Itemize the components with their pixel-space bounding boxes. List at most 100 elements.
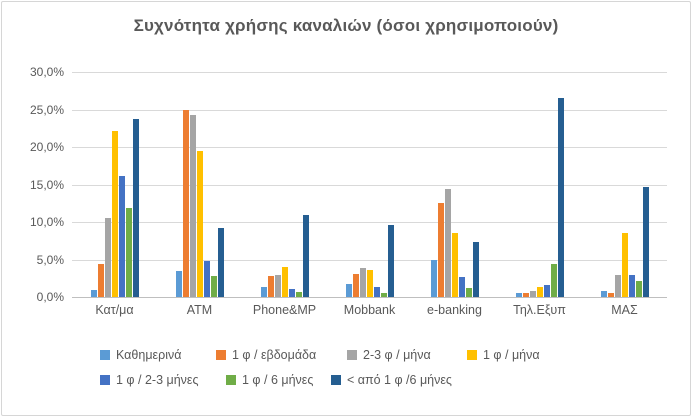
bar bbox=[260, 287, 267, 297]
legend-swatch-icon bbox=[467, 350, 477, 360]
legend-row: Καθημερινά 1 φ / εβδομάδα 2-3 φ / μήνα 1 φ … bbox=[100, 348, 660, 362]
bar bbox=[196, 150, 203, 297]
bar-group-2 bbox=[157, 72, 242, 297]
bar-group-6 bbox=[497, 72, 582, 297]
bar bbox=[125, 207, 132, 297]
y-tick-label: 30,0% bbox=[29, 65, 64, 79]
gridline bbox=[72, 72, 667, 73]
plot-area bbox=[72, 72, 667, 298]
bar bbox=[621, 233, 628, 297]
legend-swatch-icon bbox=[100, 375, 110, 385]
legend-item: Καθημερινά bbox=[100, 348, 216, 362]
x-axis-label: ATM bbox=[186, 303, 213, 317]
legend-label: 1 φ / εβδομάδα bbox=[232, 348, 317, 362]
legend-label: 1 φ / 2-3 μήνες bbox=[116, 373, 199, 387]
y-tick-label: 0,0% bbox=[36, 290, 64, 304]
bar bbox=[635, 281, 642, 297]
legend-item: 1 φ / εβδομάδα bbox=[216, 348, 347, 362]
bar bbox=[522, 293, 529, 297]
y-tick-label: 10,0% bbox=[29, 215, 64, 229]
x-axis: Κατ/μα ATM Phone&MP Mobbank e-banking Τηλ.Εξυ… bbox=[72, 303, 667, 317]
legend-item: 2-3 φ / μήνα bbox=[347, 348, 467, 362]
bar bbox=[373, 286, 380, 297]
legend-label: Καθημερινά bbox=[116, 348, 182, 362]
y-tick-label: 25,0% bbox=[29, 102, 64, 117]
bar bbox=[302, 215, 309, 297]
bar bbox=[175, 270, 182, 297]
bar bbox=[274, 274, 281, 297]
gridline bbox=[72, 147, 667, 148]
bar-group-5 bbox=[412, 72, 497, 297]
bar bbox=[295, 291, 302, 297]
y-axis: 30,0% 25,0% 20,0% 15,0% 10,0% 5,0% 0,0% bbox=[2, 65, 64, 304]
chart-title: Συχνότητα χρήσης καναλιών (όσοι χρησιμοπ… bbox=[133, 16, 559, 35]
bar bbox=[104, 217, 111, 297]
legend-item: 1 φ / μήνα bbox=[467, 348, 540, 362]
x-axis-label: e-banking bbox=[427, 303, 482, 317]
bar bbox=[642, 186, 649, 297]
bar bbox=[210, 276, 217, 297]
bar bbox=[536, 287, 543, 297]
legend-item: 1 φ / 2-3 μήνες bbox=[100, 373, 226, 387]
bar bbox=[189, 114, 196, 297]
bar bbox=[515, 293, 522, 297]
legend-label: 1 φ / μήνα bbox=[483, 348, 540, 362]
bar bbox=[97, 264, 104, 297]
bar bbox=[217, 228, 224, 297]
bar bbox=[281, 267, 288, 297]
bar bbox=[288, 288, 295, 297]
bar bbox=[359, 267, 366, 297]
bar bbox=[437, 203, 444, 297]
legend-swatch-icon bbox=[347, 350, 357, 360]
y-tick-label: 5,0% bbox=[36, 252, 64, 267]
bar bbox=[465, 288, 472, 297]
legend-swatch-icon bbox=[100, 350, 110, 360]
bar bbox=[380, 292, 387, 297]
legend-row: 1 φ / 2-3 μήνες 1 φ / 6 μήνες < από 1 φ /6… bbox=[100, 373, 660, 387]
legend-item: 1 φ / 6 μήνες bbox=[226, 373, 331, 387]
bar bbox=[352, 273, 359, 297]
bar-group-7 bbox=[582, 72, 667, 297]
bar bbox=[607, 292, 614, 297]
bar-group-4 bbox=[327, 72, 412, 297]
legend-swatch-icon bbox=[216, 350, 226, 360]
bar bbox=[614, 274, 621, 297]
bar bbox=[458, 276, 465, 297]
x-axis-label: Κατ/μα bbox=[95, 303, 134, 317]
legend-label: 1 φ / 6 μήνες bbox=[242, 373, 314, 387]
legend-swatch-icon bbox=[226, 375, 236, 385]
gridline bbox=[72, 259, 667, 261]
bar bbox=[529, 291, 536, 297]
bar bbox=[543, 285, 550, 297]
bar bbox=[267, 276, 274, 297]
bar bbox=[345, 283, 352, 297]
y-tick-label: 15,0% bbox=[29, 177, 64, 192]
legend-item: < από 1 φ /6 μήνες bbox=[331, 373, 452, 387]
bar bbox=[203, 261, 210, 297]
bar bbox=[118, 176, 125, 297]
gridline bbox=[72, 184, 667, 186]
x-axis-label: Phone&MP bbox=[252, 303, 317, 317]
bar bbox=[600, 291, 607, 297]
bar bbox=[628, 274, 635, 297]
gridline bbox=[72, 109, 667, 111]
y-tick-label: 20,0% bbox=[29, 140, 64, 154]
gridline bbox=[72, 222, 667, 223]
bar bbox=[550, 264, 557, 297]
bar bbox=[132, 119, 139, 297]
legend: Καθημερινά 1 φ / εβδομάδα 2-3 φ / μήνα 1 φ … bbox=[100, 348, 660, 398]
x-axis-label: ΜΑΣ bbox=[611, 303, 638, 317]
bar bbox=[472, 241, 479, 297]
bar bbox=[444, 189, 451, 297]
legend-swatch-icon bbox=[331, 375, 341, 385]
bar-group-3 bbox=[242, 72, 327, 297]
legend-label: < από 1 φ /6 μήνες bbox=[347, 373, 452, 387]
bar bbox=[111, 130, 118, 297]
bar-group-1 bbox=[72, 72, 157, 297]
bar bbox=[430, 259, 437, 297]
bar bbox=[90, 289, 97, 297]
x-axis-label: Τηλ.Εξυπ bbox=[513, 303, 566, 317]
bar bbox=[451, 232, 458, 297]
bar-groups-container bbox=[72, 72, 667, 297]
